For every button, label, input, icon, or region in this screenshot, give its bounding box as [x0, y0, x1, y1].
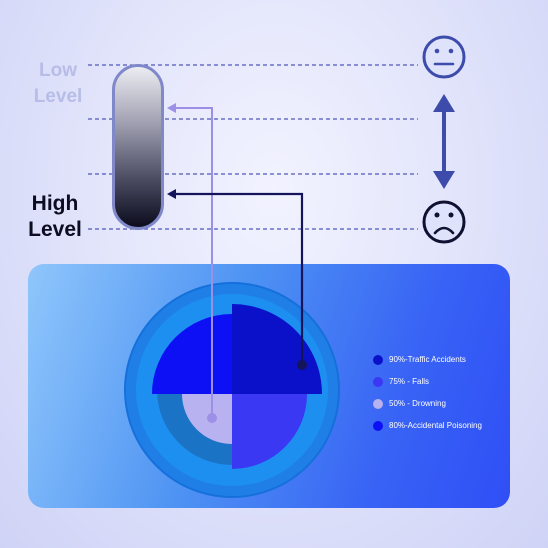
legend-swatch	[373, 376, 383, 387]
low-level-label: Low Level	[33, 60, 83, 107]
legend-item-falls: 75% - Falls	[373, 376, 482, 387]
chart-segment-drowning	[182, 394, 232, 444]
level-gauge	[112, 64, 164, 230]
legend-label: 50% - Drowning	[389, 399, 446, 408]
legend-item-drowning: 50% - Drowning	[373, 398, 482, 409]
legend-label: 80%-Accidental Poisoning	[389, 421, 482, 430]
light-connector	[171, 107, 213, 418]
legend-label: 90%-Traffic Accidents	[389, 355, 466, 364]
legend-item-accidental-poisoning: 80%-Accidental Poisoning	[373, 420, 482, 431]
legend-label: 75% - Falls	[389, 377, 430, 386]
dark-connector	[171, 192, 304, 365]
legend-swatch	[373, 420, 383, 431]
chart-segment-traffic-accidents	[232, 304, 322, 394]
legend-swatch	[373, 398, 383, 409]
legend-item-traffic-accidents: 90%-Traffic Accidents	[373, 354, 482, 365]
high-level-label: High Level	[28, 192, 82, 241]
chart-legend: 90%-Traffic Accidents 75% - Falls 50% - …	[373, 354, 482, 442]
legend-swatch	[373, 354, 383, 365]
chart-segment-falls	[232, 394, 307, 469]
